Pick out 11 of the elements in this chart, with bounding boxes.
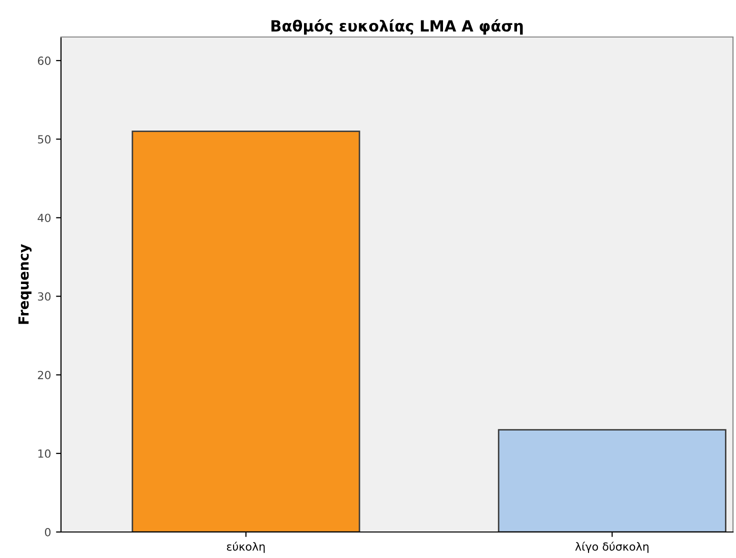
y-tick-label: 10 — [38, 449, 51, 458]
y-tick-label: 60 — [38, 56, 51, 65]
y-tick-label: 50 — [38, 135, 51, 144]
y-axis-title: Frequency — [18, 244, 32, 324]
y-tick-label: 20 — [38, 370, 51, 380]
chart-title: Βαθμός ευκολίας LMA A φάση — [271, 19, 523, 35]
y-tick-label: 40 — [38, 214, 51, 222]
y-tick-label: 0 — [44, 528, 51, 536]
x-tick-label: λίγο δύσκολη — [575, 542, 648, 553]
x-tick-label: εύκολη — [226, 542, 265, 553]
y-tick-label: 30 — [38, 292, 51, 301]
